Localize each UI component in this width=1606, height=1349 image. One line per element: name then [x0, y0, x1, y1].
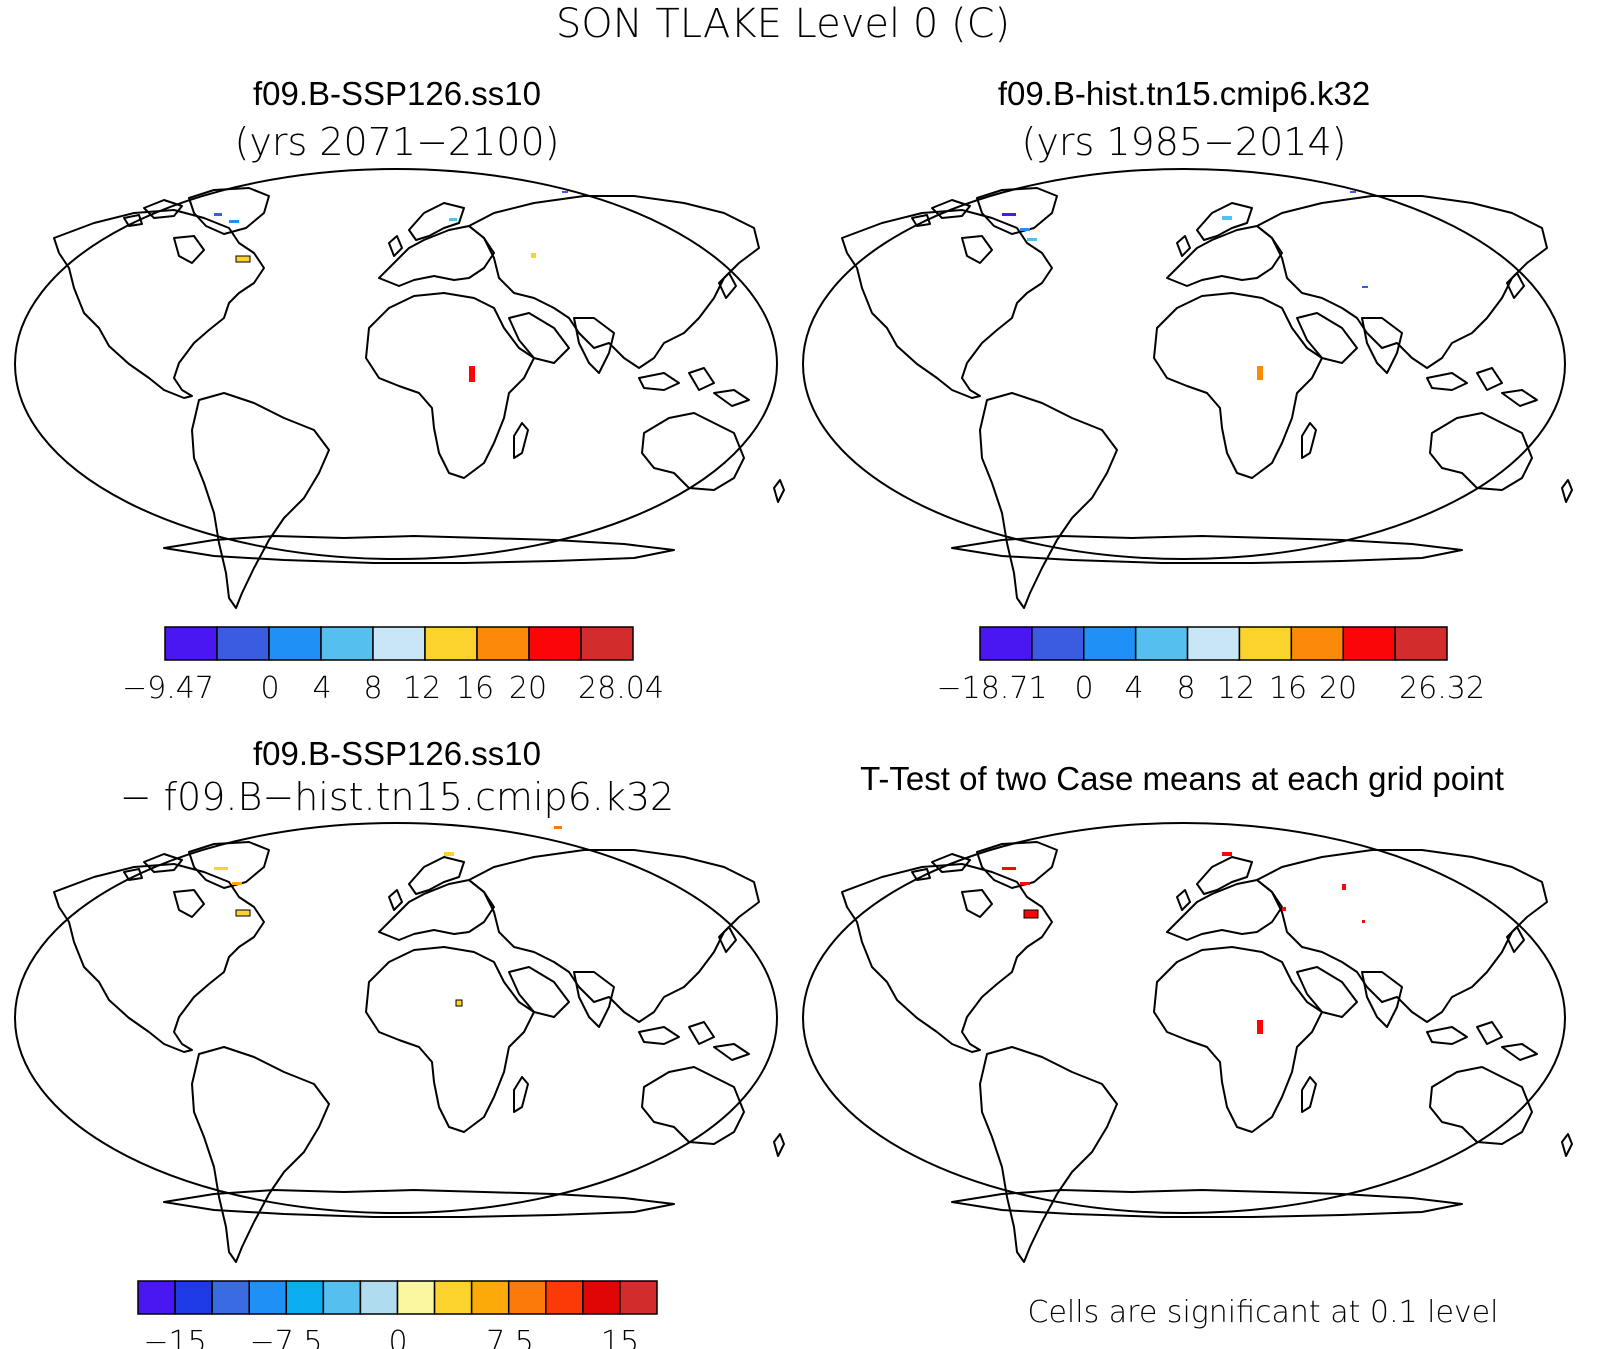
colorbar-tick-label: 7.5 — [486, 1325, 534, 1349]
colorbar-swatch — [174, 1280, 213, 1315]
significance-note: Cells are significant at 0.1 level — [1028, 1295, 1499, 1330]
significant-cells — [1002, 852, 1365, 1034]
colorbar-swatch — [1083, 626, 1137, 661]
colorbar-swatch — [1394, 626, 1448, 661]
lake-markers — [214, 826, 562, 1007]
colorbar-swatch — [359, 1280, 399, 1315]
colorbar-swatch — [1238, 626, 1293, 661]
colorbar-tick-label: 20 — [509, 671, 547, 706]
colorbar-swatch — [528, 626, 582, 661]
panel-1-title: f09.B-SSP126.ss10 — [253, 75, 541, 112]
panel-3-title: f09.B-SSP126.ss10 — [253, 735, 541, 772]
colorbar-tick-label: 0 — [1074, 671, 1093, 706]
colorbar-swatch — [619, 1280, 658, 1315]
colorbar-tick-label: 0 — [388, 1325, 407, 1349]
map-panel-2 — [802, 168, 1573, 609]
colorbar-tick-label: 28.04 — [578, 671, 664, 706]
colorbar-tick-label: −18.71 — [936, 671, 1047, 706]
colorbar-swatch — [164, 626, 218, 661]
colorbar-tick-label: 4 — [312, 671, 331, 706]
colorbar-swatch — [582, 1280, 621, 1315]
lake-markers — [214, 191, 568, 382]
colorbar-swatch — [1031, 626, 1085, 661]
colorbar-tick-label: −15 — [143, 1325, 206, 1349]
colorbar-swatch — [433, 1280, 473, 1315]
colorbar-swatch — [285, 1280, 325, 1315]
colorbar-tick-label: 16 — [1269, 671, 1307, 706]
map-panel-1 — [14, 168, 785, 609]
colorbar-swatch — [268, 626, 322, 661]
colorbar-swatch — [372, 626, 426, 661]
colorbar-swatch — [1134, 626, 1189, 661]
colorbar-swatch — [580, 626, 634, 661]
panel-2-title: f09.B-hist.tn15.cmip6.k32 — [998, 75, 1370, 112]
colorbar-1: −9.47 0 4 8 12 16 20 28.04 — [122, 626, 664, 706]
colorbar-swatch — [320, 626, 374, 661]
colorbar-swatch — [396, 1280, 436, 1315]
map-panel-4 — [802, 822, 1573, 1263]
colorbar-tick-label: 8 — [363, 671, 382, 706]
colorbar-2: −18.71 0 4 8 12 16 20 26.32 — [936, 626, 1485, 706]
figure-title: SON TLAKE Level 0 (C) — [556, 1, 1010, 47]
colorbar-swatch — [1342, 626, 1396, 661]
colorbar-tick-label: 15 — [601, 1325, 639, 1349]
panel-2-subtitle: (yrs 1985−2014) — [1022, 120, 1347, 164]
colorbar-swatch — [424, 626, 478, 661]
colorbar-tick-label: 12 — [1217, 671, 1255, 706]
map-panel-3 — [14, 822, 785, 1263]
panel-3-subtitle: − f09.B−hist.tn15.cmip6.k32 — [120, 775, 675, 819]
colorbar-swatch — [216, 626, 270, 661]
colorbar-tick-label: 12 — [403, 671, 441, 706]
colorbar-tick-label: 16 — [456, 671, 494, 706]
colorbar-tick-label: −7.5 — [250, 1325, 323, 1349]
colorbar-swatch — [137, 1280, 176, 1315]
colorbar-swatch — [248, 1280, 288, 1315]
colorbar-3: −15 −7.5 0 7.5 15 — [137, 1280, 658, 1349]
panel-1-subtitle: (yrs 2071−2100) — [235, 120, 560, 164]
colorbar-swatch — [470, 1280, 510, 1315]
colorbar-swatch — [979, 626, 1033, 661]
colorbar-tick-label: 8 — [1176, 671, 1195, 706]
colorbar-swatch — [507, 1280, 547, 1315]
colorbar-tick-label: 26.32 — [1399, 671, 1485, 706]
colorbar-swatch — [322, 1280, 362, 1315]
colorbar-tick-label: 20 — [1319, 671, 1357, 706]
colorbar-tick-label: −9.47 — [122, 671, 214, 706]
colorbar-tick-label: 0 — [260, 671, 279, 706]
panel-4-title: T-Test of two Case means at each grid po… — [860, 760, 1504, 797]
colorbar-tick-label: 4 — [1124, 671, 1143, 706]
colorbar-swatch — [1290, 626, 1344, 661]
colorbar-swatch — [545, 1280, 584, 1315]
lake-markers — [1002, 191, 1368, 380]
colorbar-swatch — [211, 1280, 250, 1315]
colorbar-swatch — [1186, 626, 1241, 661]
colorbar-swatch — [476, 626, 530, 661]
